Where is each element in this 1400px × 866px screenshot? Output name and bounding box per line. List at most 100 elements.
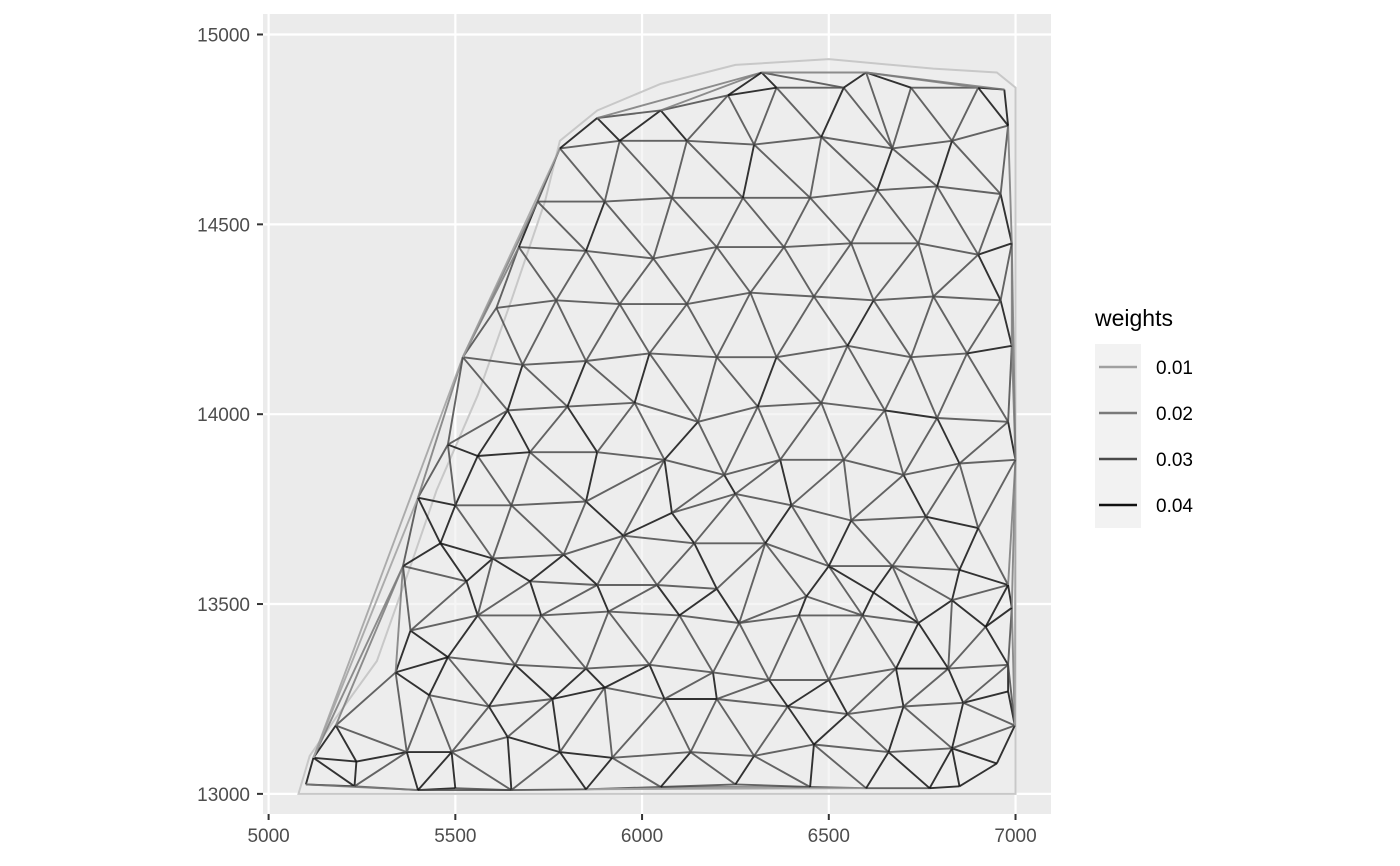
network-edge (977, 242, 1013, 256)
network-edge (495, 246, 520, 309)
network-edge (585, 787, 867, 791)
network-edge (962, 701, 1016, 727)
network-edge (902, 417, 938, 476)
network-edge (559, 139, 620, 150)
network-edge (585, 611, 610, 669)
network-edge (887, 751, 931, 789)
network-edge (585, 352, 650, 362)
network-edge (753, 136, 822, 146)
network-edge (798, 596, 808, 616)
network-edge (925, 462, 961, 518)
network-edge (446, 357, 464, 445)
network-edge (787, 705, 848, 716)
network-edge (813, 713, 849, 746)
network-edge (959, 458, 1016, 465)
network-edge (951, 702, 965, 749)
network-edge (820, 136, 878, 191)
network-edge (966, 352, 1009, 423)
network-edge (507, 735, 561, 754)
network-edge (876, 148, 894, 191)
network-edge (510, 504, 565, 556)
network-edge (723, 406, 759, 476)
network-edge (925, 515, 979, 530)
network-edge (756, 406, 782, 461)
network-edge (608, 610, 680, 617)
network-edge (716, 698, 755, 757)
network-edge (861, 592, 875, 616)
network-edge (977, 193, 1002, 256)
network-edge (847, 705, 904, 716)
network-edge (697, 421, 726, 476)
network-edge (828, 565, 875, 594)
network-edge (734, 493, 767, 544)
network-edge (511, 500, 587, 507)
network-edge (596, 535, 625, 586)
network-edge (999, 193, 1013, 244)
network-edge (903, 462, 960, 476)
network-edge (405, 751, 419, 791)
network-edge (634, 401, 699, 423)
network-edge (518, 246, 557, 301)
network-edge (305, 783, 419, 792)
network-edge (917, 243, 935, 297)
network-edge (951, 140, 1002, 195)
network-edge (428, 694, 453, 753)
network-edge (506, 364, 524, 411)
network-edge (827, 679, 849, 715)
network-edge (648, 303, 688, 354)
network-edge (936, 140, 953, 187)
legend-label: 0.02 (1156, 404, 1193, 425)
network-edge (410, 614, 478, 632)
network-edge (727, 71, 763, 97)
network-edge (492, 557, 531, 583)
network-edge (716, 356, 759, 408)
network-edge (450, 752, 457, 789)
network-edge (827, 614, 864, 681)
network-edge (865, 71, 1005, 91)
network-edge (477, 451, 531, 457)
network-edge (873, 591, 919, 624)
network-edge (492, 553, 564, 560)
network-edge (671, 512, 696, 544)
network-edge (312, 565, 404, 759)
y-tick-label: 14000 (197, 405, 250, 426)
network-edge (690, 751, 755, 757)
network-edge (902, 474, 927, 518)
network-edge (958, 463, 980, 529)
network-edge (585, 500, 625, 537)
network-edge (846, 345, 886, 411)
network-edge (417, 497, 442, 544)
network-edge (984, 626, 1009, 666)
network-edge (678, 588, 718, 617)
network-edge (895, 622, 920, 670)
network-edge (652, 197, 673, 259)
network-edge (861, 614, 897, 670)
network-edge (417, 356, 464, 498)
network-edge (585, 249, 654, 260)
network-edge (518, 246, 587, 252)
network-edge (1007, 125, 1013, 244)
network-edge (760, 71, 778, 89)
network-edge (394, 630, 412, 673)
network-edge (521, 299, 558, 366)
network-edge (585, 757, 613, 790)
network-edge (529, 553, 565, 583)
network-edge (510, 751, 561, 791)
network-edge (566, 360, 587, 407)
network-edge (891, 565, 920, 624)
network-edge (888, 747, 953, 754)
network-edge (335, 724, 408, 753)
network-edge (865, 751, 890, 789)
network-edge (1007, 459, 1017, 586)
network-edge (876, 189, 920, 244)
network-edge (454, 504, 494, 560)
network-edge (951, 748, 961, 787)
network-edge (529, 451, 587, 503)
network-edge (514, 664, 554, 700)
network-edge (951, 87, 980, 142)
network-edge (883, 410, 905, 476)
network-edge (417, 496, 456, 507)
network-edge (779, 459, 793, 506)
network-edge (559, 751, 587, 790)
network-edge (962, 690, 1009, 704)
